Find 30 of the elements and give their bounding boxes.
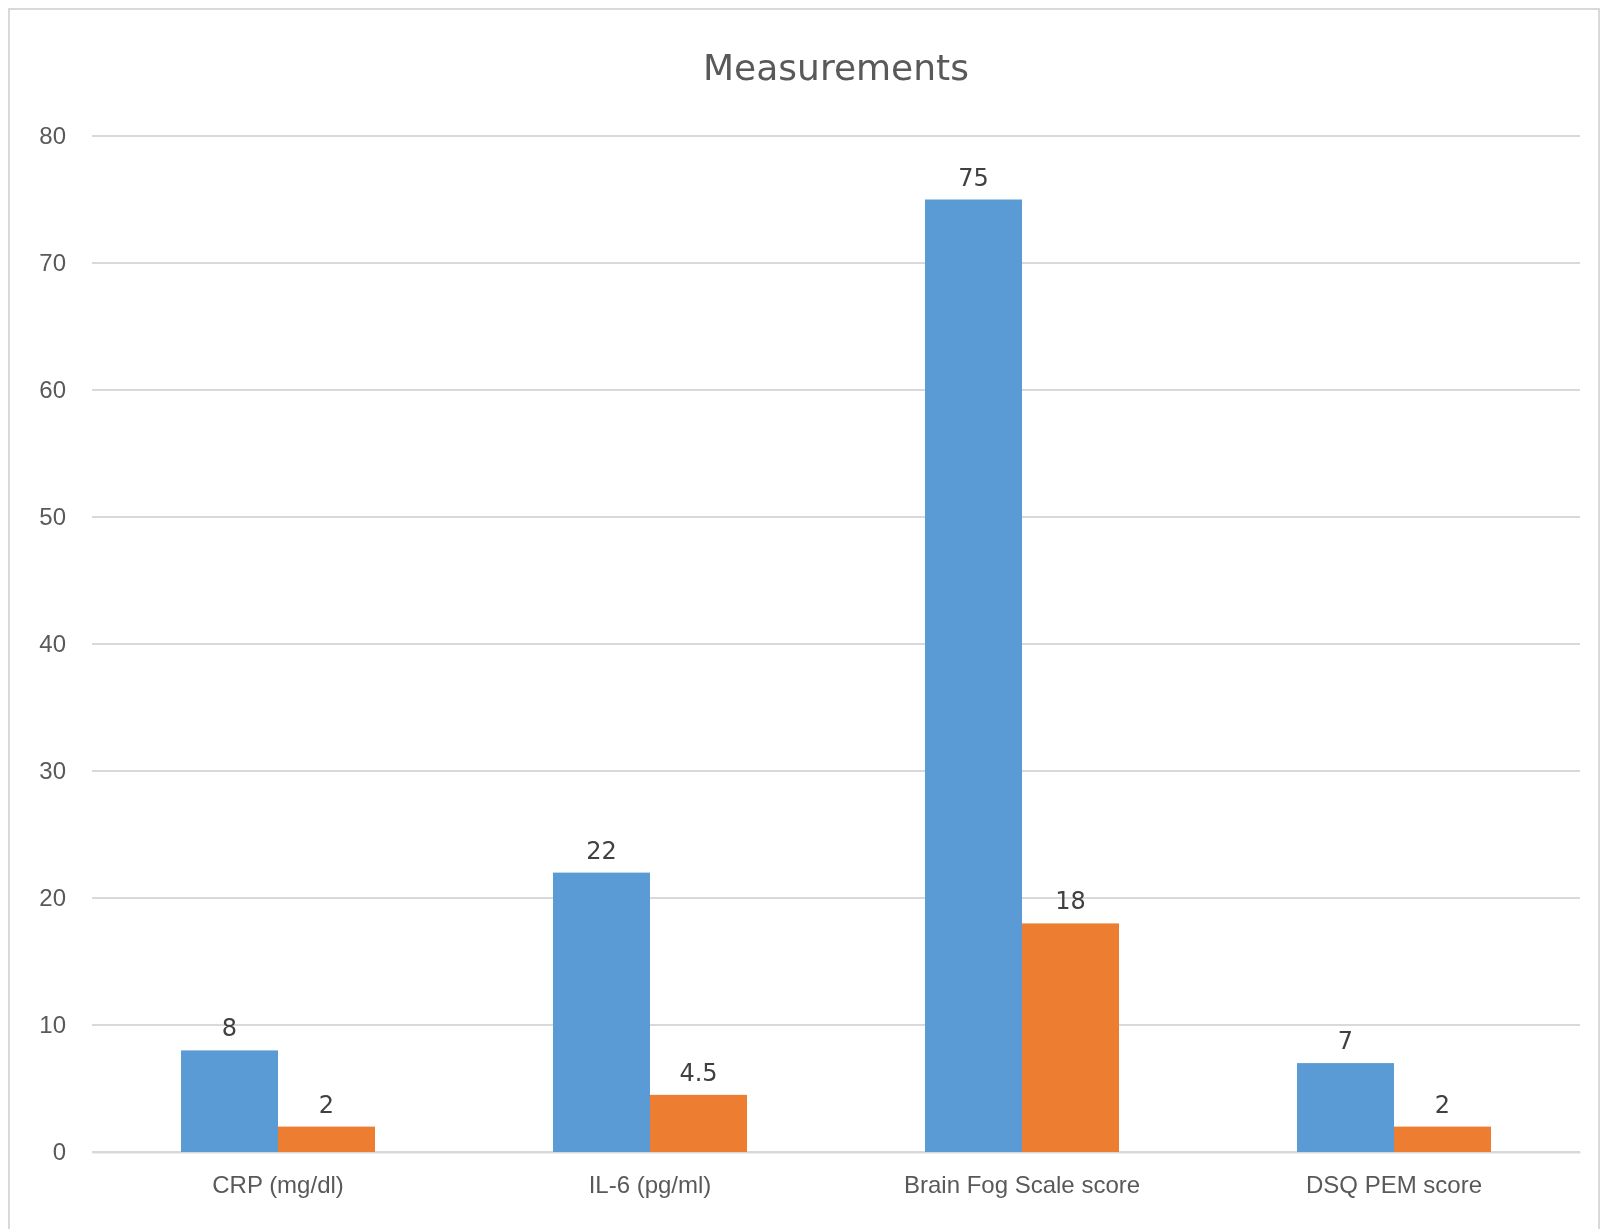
y-tick-label: 80: [39, 122, 66, 150]
data-label: 7: [1337, 1027, 1354, 1056]
y-tick-label: 50: [39, 503, 66, 531]
bar: [278, 1126, 375, 1152]
y-tick-label: 20: [39, 884, 66, 912]
chart-title: Measurements: [703, 47, 969, 88]
y-tick-label: 40: [39, 630, 66, 658]
bar: [181, 1050, 278, 1152]
data-label: 22: [586, 836, 617, 865]
x-tick-label: CRP (mg/dl): [212, 1171, 344, 1199]
data-label: 18: [1055, 887, 1086, 916]
y-tick-label: 0: [52, 1138, 66, 1166]
bar: [1394, 1126, 1491, 1152]
data-label: 2: [1434, 1090, 1451, 1119]
y-tick-label: 30: [39, 757, 66, 785]
y-tick-label: 70: [39, 249, 66, 277]
bar: [925, 199, 1022, 1152]
x-tick-label: DSQ PEM score: [1305, 1171, 1483, 1199]
bar: [1022, 923, 1119, 1152]
y-tick-label: 10: [39, 1011, 66, 1039]
x-tick-label: Brain Fog Scale score: [903, 1171, 1141, 1199]
data-label: 8: [221, 1014, 238, 1043]
bar: [553, 872, 650, 1152]
data-label: 4.5: [679, 1058, 718, 1087]
x-tick-label: IL-6 (pg/ml): [588, 1171, 712, 1199]
bar: [1297, 1063, 1394, 1152]
y-tick-label: 60: [39, 376, 66, 404]
bar: [650, 1094, 747, 1152]
data-label: 2: [318, 1090, 335, 1119]
data-label: 75: [958, 163, 989, 192]
